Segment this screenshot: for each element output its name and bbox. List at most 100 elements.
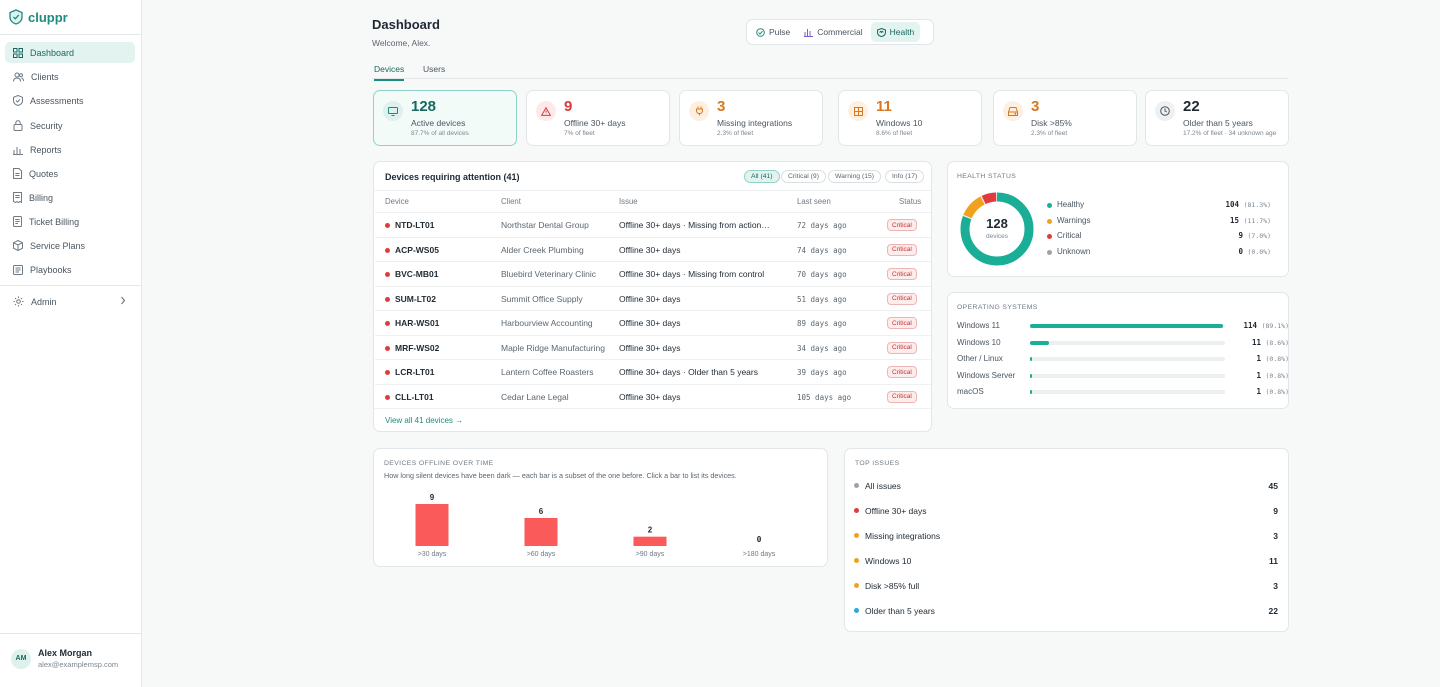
sidebar-item-ticket-billing[interactable]: Ticket Billing [5, 211, 135, 232]
kpi-windows-10[interactable]: 11 Windows 10 8.6% of fleet [838, 90, 982, 146]
table-row[interactable]: CLL-LT01 Cedar Lane Legal Offline 30+ da… [375, 383, 931, 409]
bar-1[interactable] [524, 518, 558, 546]
os-row-other-linux[interactable]: Other / Linux 1 (0.8%) [957, 352, 1289, 368]
kpi-active-devices[interactable]: 128 Active devices 87.7% of all devices [373, 90, 517, 146]
client-name: Maple Ridge Manufacturing [501, 342, 605, 353]
os-row-windows-11[interactable]: Windows 11 114 (89.1%) [957, 319, 1289, 335]
sidebar-item-reports[interactable]: Reports [5, 139, 135, 160]
legend-row-warnings[interactable]: Warnings 15 (11.7%) [1047, 215, 1271, 230]
sidebar-item-service-plans[interactable]: Service Plans [5, 235, 135, 256]
status-badge: Critical [887, 317, 917, 329]
user-profile[interactable]: AM Alex Morgan alex@examplemsp.com [11, 648, 118, 669]
table-row[interactable]: NTD-LT01 Northstar Dental Group Offline … [375, 212, 931, 237]
issue-row-offline[interactable]: Offline 30+ days 9 [854, 503, 1278, 520]
issue-row-all[interactable]: All issues 45 [854, 478, 1278, 495]
attention-panel: Devices requiring attention (41) All (41… [373, 161, 932, 432]
sidebar-item-clients[interactable]: Clients [5, 66, 135, 87]
issue-row-missing-integrations[interactable]: Missing integrations 3 [854, 528, 1278, 545]
table-row[interactable]: SUM-LT02 Summit Office Supply Offline 30… [375, 285, 931, 311]
warning-dot [1047, 218, 1052, 224]
filter-all[interactable]: All (41) [744, 170, 780, 183]
os-row-windows-server[interactable]: Windows Server 1 (0.8%) [957, 369, 1289, 385]
kpi-missing-integrations[interactable]: 3 Missing integrations 2.3% of fleet [679, 90, 823, 146]
sidebar-divider [0, 34, 142, 35]
device-name: ACP-WS05 [395, 244, 439, 255]
filter-warning[interactable]: Warning (15) [828, 170, 882, 183]
view-switch-commercial[interactable]: Commercial [798, 22, 868, 42]
donut-segment-healthy[interactable] [960, 192, 1034, 266]
status-badge: Critical [887, 219, 917, 231]
health-status-panel: Health status 128 devices Healthy 104 (8… [947, 161, 1289, 277]
issue-count: 9 [1273, 506, 1278, 516]
bar-2[interactable] [633, 536, 667, 546]
table-row[interactable]: ACP-WS05 Alder Creek Plumbing Offline 30… [375, 236, 931, 262]
shield-logo-icon [9, 9, 23, 25]
heart-shield-icon [876, 27, 886, 37]
client-name: Harbourview Accounting [501, 318, 593, 328]
tab-devices[interactable]: Devices [374, 64, 405, 81]
table-row[interactable]: BVC-MB01 Bluebird Veterinary Clinic Offl… [375, 261, 931, 286]
panel-title: Top issues [855, 460, 900, 467]
issue-count: 45 [1268, 481, 1278, 491]
kpi-label: Offline 30+ days [564, 118, 626, 128]
table-row[interactable]: MRF-WS02 Maple Ridge Manufacturing Offli… [375, 334, 931, 360]
issue-text: Offline 30+ days · Missing from control [619, 269, 765, 279]
device-name: BVC-MB01 [395, 269, 439, 279]
sidebar-item-quotes[interactable]: Quotes [5, 163, 135, 184]
issue-row-windows-10[interactable]: Windows 10 11 [854, 553, 1278, 570]
legend-label: Warnings [1057, 215, 1091, 225]
bar-chart-icon [804, 28, 814, 37]
os-bar-track [1030, 390, 1225, 394]
kpi-older-than-5-years[interactable]: 22 Older than 5 years 17.2% of fleet · 3… [1145, 90, 1289, 146]
filter-info[interactable]: Info (17) [885, 170, 925, 183]
legend-row-critical[interactable]: Critical 9 (7.0%) [1047, 230, 1271, 245]
issue-count: 3 [1273, 531, 1278, 541]
donut-center-label: devices [985, 233, 1009, 240]
bar-category-label: >180 days [743, 551, 776, 558]
os-bar-fill [1030, 357, 1032, 361]
os-count: 114 [1243, 321, 1258, 330]
table-row[interactable]: HAR-WS01 Harbourview Accounting Offline … [375, 310, 931, 335]
issue-label: All issues [865, 481, 901, 491]
brand-logo[interactable]: cluppr [9, 9, 68, 25]
sidebar-item-billing[interactable]: Billing [5, 187, 135, 208]
sidebar-item-label: Ticket Billing [29, 216, 80, 227]
sidebar-item-security[interactable]: Security [5, 115, 135, 136]
os-bar-track [1030, 324, 1225, 328]
tab-users[interactable]: Users [423, 64, 446, 74]
kpi-label: Older than 5 years [1183, 118, 1253, 128]
view-all-devices-link[interactable]: View all 41 devices → [385, 416, 464, 425]
sidebar-item-admin[interactable]: Admin [5, 291, 135, 312]
view-switch-pulse[interactable]: Pulse [750, 22, 796, 42]
issue-label: Disk >85% full [865, 581, 920, 591]
bar-category-label: >60 days [527, 551, 556, 558]
sidebar-item-playbooks[interactable]: Playbooks [5, 259, 135, 280]
table-row[interactable]: LCR-LT01 Lantern Coffee Roasters Offline… [375, 359, 931, 384]
view-switch-health[interactable]: Health [870, 22, 921, 42]
sidebar: cluppr Dashboard Clients Assessments Sec… [0, 0, 142, 687]
os-count: 1 [1256, 387, 1261, 396]
os-row-windows-10[interactable]: Windows 10 11 (8.6%) [957, 336, 1289, 352]
issue-row-disk[interactable]: Disk >85% full 3 [854, 578, 1278, 595]
legend-value: 15 (11.7%) [1230, 216, 1271, 225]
lock-icon [13, 120, 23, 131]
sidebar-item-label: Reports [30, 144, 62, 155]
critical-dot [385, 345, 390, 351]
kpi-disk[interactable]: 3 Disk >85% 2.3% of fleet [993, 90, 1137, 146]
os-row-macos[interactable]: macOS 1 (0.8%) [957, 385, 1289, 401]
os-value: 11 (8.6%) [1252, 338, 1289, 347]
device-name: NTD-LT01 [395, 220, 435, 230]
sidebar-divider [0, 633, 142, 634]
bar-0[interactable] [415, 504, 449, 546]
legend-row-healthy[interactable]: Healthy 104 (81.3%) [1047, 199, 1271, 214]
filter-critical[interactable]: Critical (9) [781, 170, 826, 183]
sidebar-item-assessments[interactable]: Assessments [5, 90, 135, 111]
sidebar-item-dashboard[interactable]: Dashboard [5, 42, 135, 63]
sidebar-item-label: Assessments [30, 95, 84, 106]
issue-row-older-than-5-years[interactable]: Older than 5 years 22 [854, 603, 1278, 620]
os-name: Other / Linux [957, 354, 1003, 363]
issue-text: Offline 30+ days · Older than 5 years [619, 367, 758, 377]
kpi-offline[interactable]: 9 Offline 30+ days 7% of fleet [526, 90, 670, 146]
issue-dot [854, 533, 859, 538]
legend-row-unknown[interactable]: Unknown 0 (0.0%) [1047, 246, 1271, 261]
